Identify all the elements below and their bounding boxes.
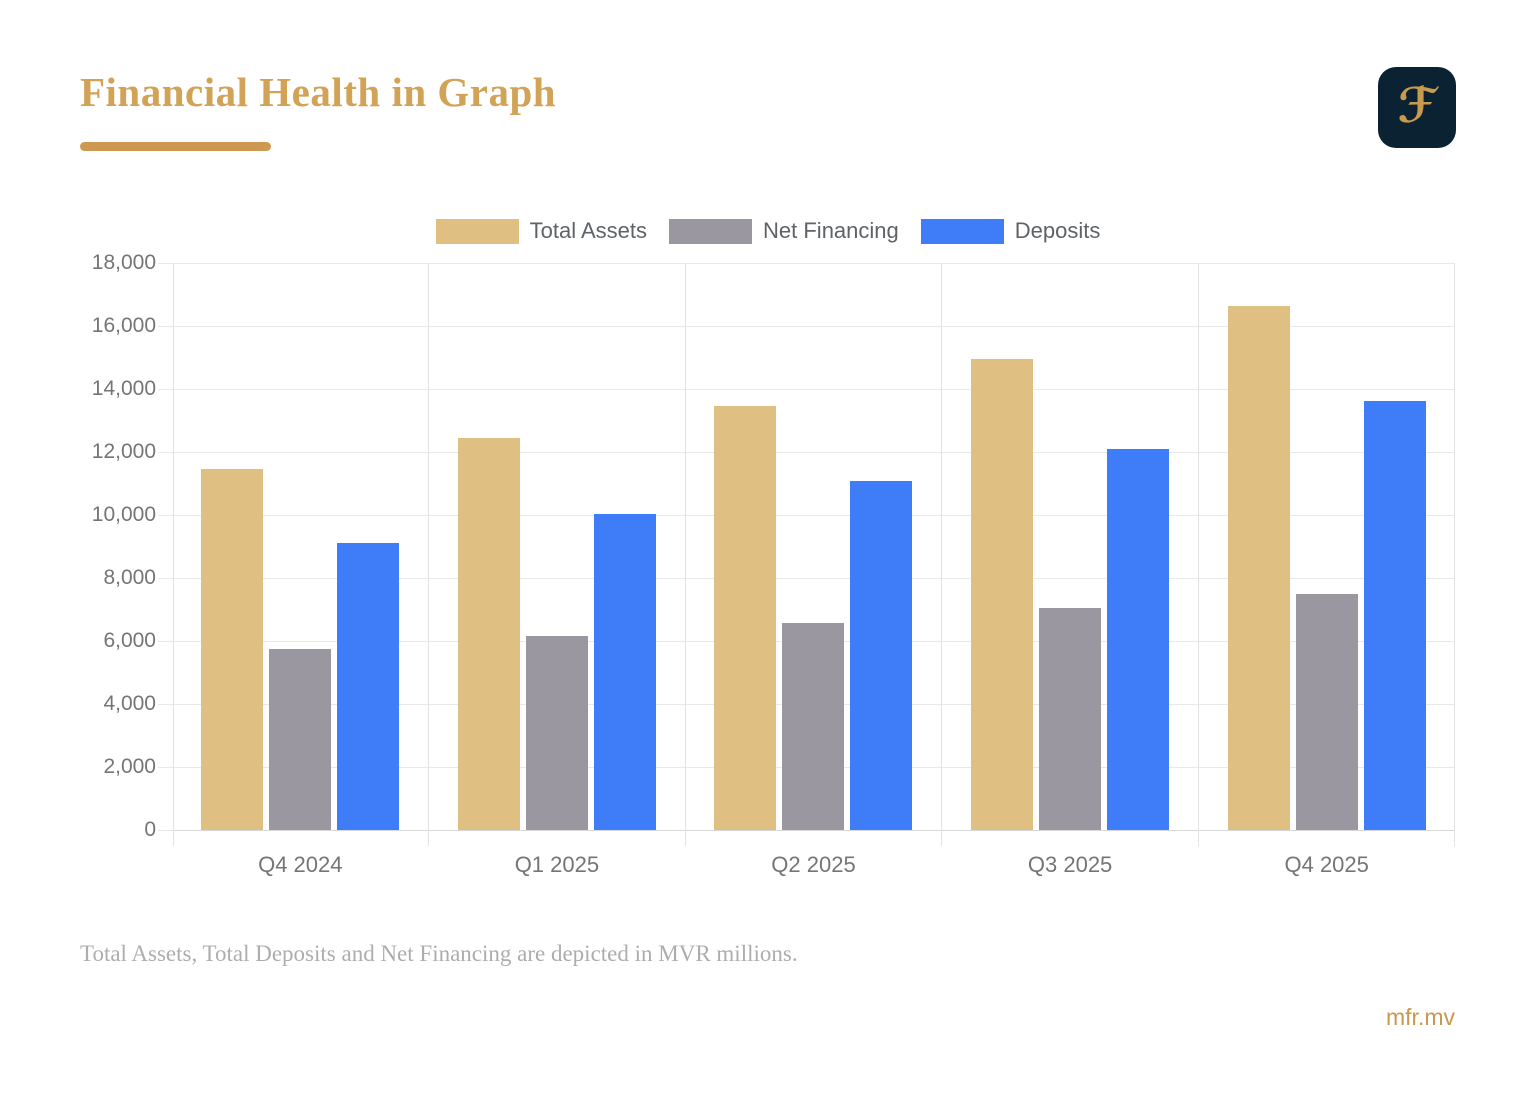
y-axis-tick-4000 <box>158 703 172 705</box>
y-axis-label: 4,000 <box>103 692 156 715</box>
bar-deposits-q4-2024 <box>337 543 400 830</box>
gridline-x-2 <box>684 263 686 846</box>
brand-logo: ℱ <box>1378 67 1456 148</box>
title-underline-accent <box>80 142 271 151</box>
y-axis-label: 2,000 <box>103 755 156 778</box>
gridline-x-5 <box>1453 263 1455 846</box>
legend-label: Deposits <box>1014 218 1101 243</box>
bar-group-q4-2025 <box>1198 263 1455 830</box>
y-axis-tick-2000 <box>158 766 172 768</box>
chart-footnote: Total Assets, Total Deposits and Net Fin… <box>80 941 798 966</box>
gridline-y-14000 <box>172 388 1455 390</box>
y-axis-label: 6,000 <box>103 629 156 652</box>
gridline-x-4 <box>1197 263 1199 846</box>
bar-net-financing-q2-2025 <box>782 623 845 830</box>
bar-deposits-q4-2025 <box>1363 400 1426 830</box>
x-axis-label-q4-2025: Q4 2025 <box>1284 852 1369 877</box>
bar-net-financing-q3-2025 <box>1039 607 1102 830</box>
bar-group-q2-2025 <box>685 263 942 830</box>
x-axis-label-q2-2025: Q2 2025 <box>771 852 856 877</box>
legend-item-deposits: Deposits <box>920 218 1101 244</box>
bar-net-financing-q4-2025 <box>1295 594 1358 830</box>
y-axis-label: 12,000 <box>91 440 156 463</box>
legend-label: Total Assets <box>529 218 648 243</box>
y-axis-tick-6000 <box>158 640 172 642</box>
bar-net-financing-q4-2024 <box>269 648 332 830</box>
y-axis-label: 18,000 <box>91 251 156 274</box>
gridline-y-0 <box>172 829 1455 831</box>
y-axis-tick-12000 <box>158 451 172 453</box>
y-axis-tick-16000 <box>158 325 172 327</box>
y-axis-label: 10,000 <box>91 503 156 526</box>
bar-deposits-q2-2025 <box>850 480 913 830</box>
brand-logo-letter-icon: ℱ <box>1397 77 1437 134</box>
page-title: Financial Health in Graph <box>80 69 557 115</box>
site-link[interactable]: mfr.mv <box>1386 1004 1455 1030</box>
bar-total-assets-q4-2024 <box>201 469 264 830</box>
y-axis-tick-14000 <box>158 388 172 390</box>
bar-total-assets-q1-2025 <box>457 437 520 830</box>
gridline-y-16000 <box>172 325 1455 327</box>
bar-net-financing-q1-2025 <box>525 636 588 830</box>
x-axis-label-q1-2025: Q1 2025 <box>514 852 600 877</box>
bar-deposits-q3-2025 <box>1107 448 1170 830</box>
gridline-y-8000 <box>172 577 1455 579</box>
gridline-x-0 <box>172 263 174 846</box>
legend-label: Net Financing <box>763 218 899 243</box>
gridline-y-12000 <box>172 451 1455 453</box>
y-axis-label: 16,000 <box>91 314 156 337</box>
bar-group-q4-2024 <box>172 263 429 830</box>
bar-group-q1-2025 <box>429 263 686 830</box>
legend-swatch-total-assets <box>435 218 519 244</box>
y-axis-tick-18000 <box>158 262 172 264</box>
y-axis-tick-0 <box>158 829 172 831</box>
y-axis-label: 14,000 <box>91 377 156 400</box>
y-axis-label: 8,000 <box>103 566 156 589</box>
gridline-x-1 <box>428 263 430 846</box>
bar-total-assets-q2-2025 <box>714 406 777 830</box>
x-axis-label-q4-2024: Q4 2024 <box>258 852 343 877</box>
bar-total-assets-q4-2025 <box>1227 306 1290 830</box>
bar-chart-plot-area: 0 2,000 4,000 6,000 8,000 10,000 12,000 14,000 1… <box>92 251 1455 877</box>
y-axis-tick-8000 <box>158 577 172 579</box>
legend-item-net-financing: Net Financing <box>669 218 899 244</box>
y-axis-tick-10000 <box>158 514 172 516</box>
chart-legend: Total Assets Net Financing Deposits <box>0 218 1536 244</box>
gridline-y-10000 <box>172 514 1455 516</box>
y-axis-label: 0 <box>144 818 156 841</box>
bar-group-q3-2025 <box>942 263 1199 830</box>
x-axis-label-q3-2025: Q3 2025 <box>1027 852 1113 877</box>
legend-item-total-assets: Total Assets <box>435 218 648 244</box>
gridline-x-3 <box>941 263 943 846</box>
gridline-y-18000 <box>172 262 1455 264</box>
legend-swatch-deposits <box>920 218 1004 244</box>
bar-total-assets-q3-2025 <box>971 359 1034 830</box>
bar-deposits-q1-2025 <box>593 514 656 830</box>
legend-swatch-net-financing <box>669 218 753 244</box>
